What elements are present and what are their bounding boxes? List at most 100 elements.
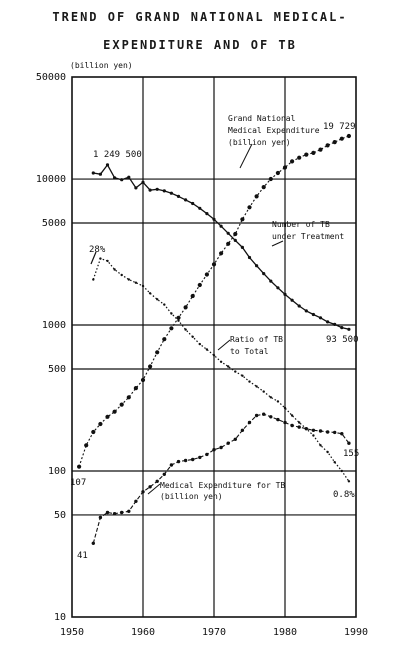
y-tick-label: 100 [48, 466, 66, 477]
data-point-series-3 [311, 428, 316, 432]
data-point-series-3 [318, 429, 323, 433]
data-point-series-3 [183, 458, 188, 463]
data-point-series-2 [340, 469, 343, 473]
data-point-series-0 [332, 140, 337, 145]
value-annotation: 93 500 [326, 335, 359, 345]
data-point-series-2 [148, 292, 152, 295]
x-tick-label: 1950 [60, 627, 84, 638]
data-point-series-0 [254, 194, 259, 199]
data-point-series-3 [105, 510, 110, 515]
data-point-series-2 [113, 268, 116, 271]
data-point-series-1 [120, 178, 124, 182]
data-point-series-0 [140, 377, 146, 383]
data-point-series-1 [91, 171, 95, 175]
data-point-series-3 [120, 510, 124, 515]
series-label-0: (billion yen) [228, 138, 291, 147]
y-tick-label: 5000 [42, 218, 66, 229]
data-point-series-2 [262, 390, 265, 393]
data-point-series-1 [326, 320, 330, 324]
x-tick-label: 1970 [202, 627, 226, 638]
chart-title-line-2: EXPENDITURE AND OF TB [103, 38, 297, 52]
data-point-series-2 [276, 400, 280, 403]
data-point-series-0 [176, 315, 181, 320]
data-point-series-0 [98, 421, 103, 427]
data-point-series-2 [248, 380, 251, 383]
data-point-series-0 [247, 205, 252, 210]
data-point-series-1 [191, 201, 195, 206]
series-label-1: Number of TB [272, 220, 330, 229]
data-point-series-3 [340, 432, 344, 436]
x-tick-label: 1960 [131, 627, 155, 638]
y-tick-label: 50 [54, 510, 66, 521]
data-point-series-0 [162, 337, 167, 342]
data-point-series-0 [304, 152, 309, 157]
data-point-series-0 [126, 395, 131, 400]
data-point-series-1 [347, 327, 351, 331]
data-point-series-1 [240, 245, 244, 249]
x-tick-label: 1990 [344, 627, 368, 638]
series-label-1: under Treatment [272, 232, 344, 241]
value-annotation: 41 [77, 551, 88, 561]
data-point-series-3 [127, 509, 131, 513]
value-annotation: 107 [70, 478, 86, 488]
x-tick-label: 1980 [273, 627, 297, 638]
data-point-series-2 [127, 278, 130, 281]
data-point-series-3 [262, 412, 266, 416]
data-point-series-2 [255, 385, 258, 388]
data-point-series-2 [227, 365, 230, 368]
data-point-series-3 [134, 499, 138, 503]
data-point-series-3 [191, 457, 195, 462]
data-point-series-3 [247, 420, 252, 425]
data-point-series-0 [282, 165, 288, 170]
data-point-series-0 [346, 133, 351, 139]
data-point-series-2 [241, 374, 244, 377]
data-point-series-2 [134, 281, 138, 284]
data-point-series-2 [92, 278, 95, 281]
data-point-series-3 [304, 427, 308, 431]
data-point-series-3 [290, 423, 294, 428]
data-point-series-0 [91, 429, 96, 435]
data-point-series-2 [347, 480, 351, 483]
data-point-series-2 [184, 328, 187, 331]
data-point-series-1 [290, 298, 294, 302]
data-point-series-0 [240, 217, 245, 222]
data-point-series-0 [219, 251, 224, 256]
y-tick-label: 1000 [42, 320, 66, 331]
data-point-series-0 [190, 293, 195, 299]
data-point-series-1 [162, 189, 166, 193]
data-point-series-0 [112, 409, 117, 414]
data-point-series-1 [198, 206, 202, 210]
data-point-series-1 [113, 176, 117, 180]
data-point-series-1 [283, 292, 287, 296]
label-leader-line [147, 483, 161, 495]
data-point-series-1 [127, 175, 131, 179]
value-annotation: 155 [343, 449, 359, 459]
data-point-series-1 [212, 217, 216, 221]
data-point-series-1 [262, 272, 266, 276]
data-point-series-0 [211, 262, 217, 267]
data-point-series-0 [169, 326, 174, 331]
data-point-series-0 [318, 147, 323, 152]
data-point-series-3 [333, 430, 337, 435]
data-point-series-1 [169, 191, 173, 195]
data-point-series-3 [325, 430, 330, 434]
series-label-0: Medical Expenditure [228, 126, 320, 135]
data-point-series-3 [212, 448, 216, 452]
data-point-series-1 [297, 304, 301, 308]
data-point-series-0 [155, 350, 160, 355]
data-point-series-2 [219, 360, 223, 363]
data-point-series-0 [290, 159, 295, 164]
data-point-series-1 [304, 309, 308, 313]
data-point-series-3 [198, 455, 202, 460]
data-point-series-1 [269, 279, 273, 283]
label-leader-line [217, 339, 231, 351]
data-point-series-3 [91, 541, 96, 545]
data-point-series-3 [254, 413, 259, 418]
data-point-series-2 [170, 312, 173, 315]
data-point-series-2 [106, 259, 109, 263]
data-point-series-1 [205, 212, 209, 216]
data-point-series-2 [319, 444, 322, 447]
data-point-series-1 [340, 326, 344, 330]
data-point-series-1 [141, 180, 145, 184]
